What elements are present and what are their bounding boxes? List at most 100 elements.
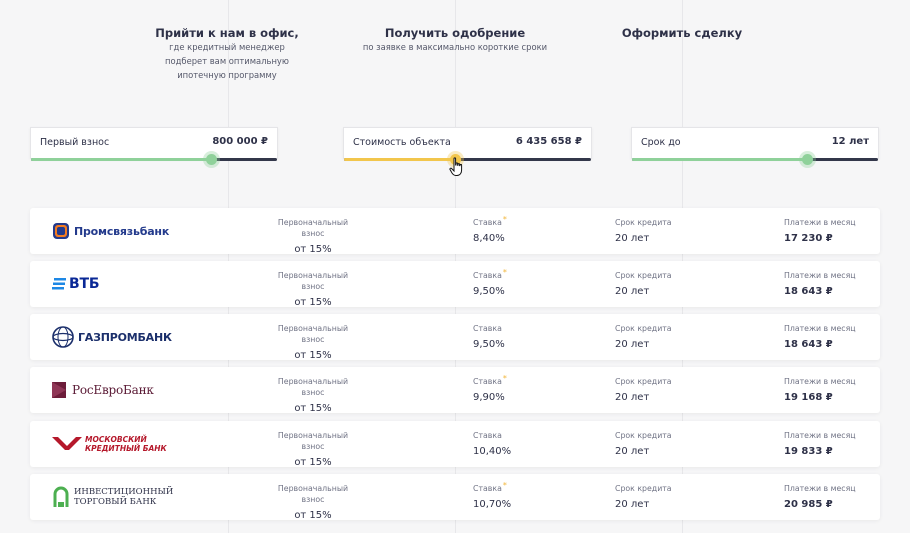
down-payment-col: Первоначальный взнос от 15% [267, 376, 359, 416]
caption: Первоначальный взнос [277, 218, 349, 238]
bank-offer-row[interactable]: ВТБ Первоначальный взнос от 15% Ставка * 9,… [30, 261, 880, 310]
gazprombank-logo-icon [52, 326, 74, 348]
down-payment-col: Первоначальный взнос от 15% [267, 323, 359, 363]
bank-logo-vtb: ВТБ [52, 272, 99, 296]
caption: Срок кредита [615, 271, 672, 280]
caption: Ставка [473, 431, 502, 440]
down-payment-value: от 15% [294, 297, 332, 308]
slider-fill [632, 158, 807, 161]
bank-offer-row[interactable]: ГАЗПРОМБАНК Первоначальный взнос от 15% С… [30, 314, 880, 363]
caption: Платежи в месяц [784, 377, 856, 386]
monthly-col: Платежи в месяц 19 168 ₽ [784, 376, 856, 405]
caption: Первоначальный взнос [277, 324, 349, 344]
vtb-logo-icon [52, 278, 66, 290]
caption: Первоначальный взнос [277, 271, 349, 291]
caption: Срок кредита [615, 324, 672, 333]
bank-logo-itb: ИНВЕСТИЦИОННЫЙ ТОРГОВЫЙ БАНК [52, 485, 173, 509]
slider-fill [31, 158, 211, 161]
slider-value: 6 435 658 ₽ [515, 136, 582, 147]
down-payment-value: от 15% [294, 510, 332, 521]
bank-name: РосЕвроБанк [72, 383, 154, 397]
slider-value: 800 000 ₽ [212, 136, 268, 147]
step-office: Прийти к нам в офис, где кредитный менед… [152, 26, 302, 82]
monthly-value: 19 168 ₽ [784, 392, 833, 403]
caption: Ставка [473, 271, 502, 280]
monthly-col: Платежи в месяц 20 985 ₽ [784, 483, 856, 512]
down-payment-col: Первоначальный взнос от 15% [267, 430, 359, 470]
step-title: Оформить сделку [621, 26, 743, 40]
bank-logo-psb: Промсвязьбанк [52, 219, 169, 243]
caption: Срок кредита [615, 218, 672, 227]
step-desc-line: подберет вам оптимальную [165, 56, 289, 66]
caption: Платежи в месяц [784, 271, 856, 280]
term-col: Срок кредита 20 лет [615, 270, 672, 299]
bank-name-line: ИНВЕСТИЦИОННЫЙ [74, 487, 174, 497]
slider-fill [344, 158, 456, 161]
monthly-value: 18 643 ₽ [784, 286, 833, 297]
monthly-col: Платежи в месяц 17 230 ₽ [784, 217, 856, 246]
down-payment-value: от 15% [294, 403, 332, 414]
bank-name-line: ТОРГОВЫЙ БАНК [74, 497, 157, 507]
rate-asterisk: * [502, 374, 507, 383]
rate-asterisk: * [502, 481, 507, 490]
down-payment-slider[interactable]: Первый взнос 800 000 ₽ [30, 127, 278, 165]
mkb-logo-icon [52, 437, 82, 450]
bank-name: МОСКОВСКИЙ КРЕДИТНЫЙ БАНК [85, 435, 167, 453]
bank-offer-row[interactable]: Промсвязьбанк Первоначальный взнос от 15%… [30, 208, 880, 255]
bank-name-line: КРЕДИТНЫЙ БАНК [85, 444, 167, 453]
monthly-value: 20 985 ₽ [784, 499, 833, 510]
down-payment-col: Первоначальный взнос от 15% [267, 483, 359, 523]
hand-cursor-icon [449, 157, 463, 176]
bank-name: ИНВЕСТИЦИОННЫЙ ТОРГОВЫЙ БАНК [74, 487, 173, 507]
bank-offer-row[interactable]: РосЕвроБанк Первоначальный взнос от 15% С… [30, 367, 880, 416]
step-desc-line: где кредитный менеджер [169, 42, 285, 52]
bank-offer-row[interactable]: МОСКОВСКИЙ КРЕДИТНЫЙ БАНК Первоначальный… [30, 421, 880, 470]
slider-label: Стоимость объекта [353, 137, 451, 148]
down-payment-col: Первоначальный взнос от 15% [267, 270, 359, 310]
slider-track[interactable] [632, 154, 878, 165]
term-col: Срок кредита 20 лет [615, 483, 672, 512]
step-title: Прийти к нам в офис, [155, 26, 299, 40]
term-slider[interactable]: Срок до 12 лет [631, 127, 879, 165]
rate-col: Ставка 10,40% [473, 430, 511, 459]
roseurobank-logo-icon [52, 382, 66, 398]
monthly-col: Платежи в месяц 18 643 ₽ [784, 323, 856, 352]
caption: Платежи в месяц [784, 324, 856, 333]
property-cost-slider[interactable]: Стоимость объекта 6 435 658 ₽ [343, 127, 592, 165]
down-payment-value: от 15% [294, 457, 332, 468]
rate-col: Ставка * 9,50% [473, 268, 507, 299]
slider-label: Срок до [641, 137, 681, 148]
rate-col: Ставка * 9,90% [473, 374, 507, 405]
slider-handle[interactable] [801, 154, 813, 165]
monthly-col: Платежи в месяц 19 833 ₽ [784, 430, 856, 459]
slider-value: 12 лет [831, 136, 869, 147]
step-desc-line: по заявке в максимально короткие сроки [362, 42, 548, 52]
rate-value: 9,50% [473, 286, 505, 297]
bank-logo-roseurobank: РосЕвроБанк [52, 378, 154, 402]
steps-section: Прийти к нам в офис, где кредитный менед… [0, 0, 910, 120]
slider-handle[interactable] [205, 154, 217, 165]
rate-col: Ставка * 8,40% [473, 215, 507, 246]
caption: Первоначальный взнос [277, 377, 349, 397]
bank-name: Промсвязьбанк [74, 224, 170, 238]
caption: Платежи в месяц [784, 484, 856, 493]
caption: Платежи в месяц [784, 218, 856, 227]
term-col: Срок кредита 20 лет [615, 217, 672, 246]
down-payment-value: от 15% [294, 244, 332, 255]
caption: Первоначальный взнос [277, 431, 349, 451]
step-title: Получить одобрение [384, 26, 526, 40]
bank-offer-row[interactable]: ИНВЕСТИЦИОННЫЙ ТОРГОВЫЙ БАНК Первоначаль… [30, 474, 880, 523]
monthly-value: 17 230 ₽ [784, 233, 833, 244]
rate-value: 9,90% [473, 392, 505, 403]
slider-track[interactable] [344, 154, 591, 165]
rate-asterisk: * [502, 215, 507, 224]
caption: Платежи в месяц [784, 431, 856, 440]
slider-track[interactable] [31, 154, 277, 165]
monthly-col: Платежи в месяц 18 643 ₽ [784, 270, 856, 299]
rate-value: 10,70% [473, 499, 512, 510]
term-col: Срок кредита 20 лет [615, 323, 672, 352]
bank-logo-gazprombank: ГАЗПРОМБАНК [52, 325, 172, 349]
monthly-value: 18 643 ₽ [784, 339, 833, 350]
caption: Срок кредита [615, 377, 672, 386]
caption: Срок кредита [615, 431, 672, 440]
